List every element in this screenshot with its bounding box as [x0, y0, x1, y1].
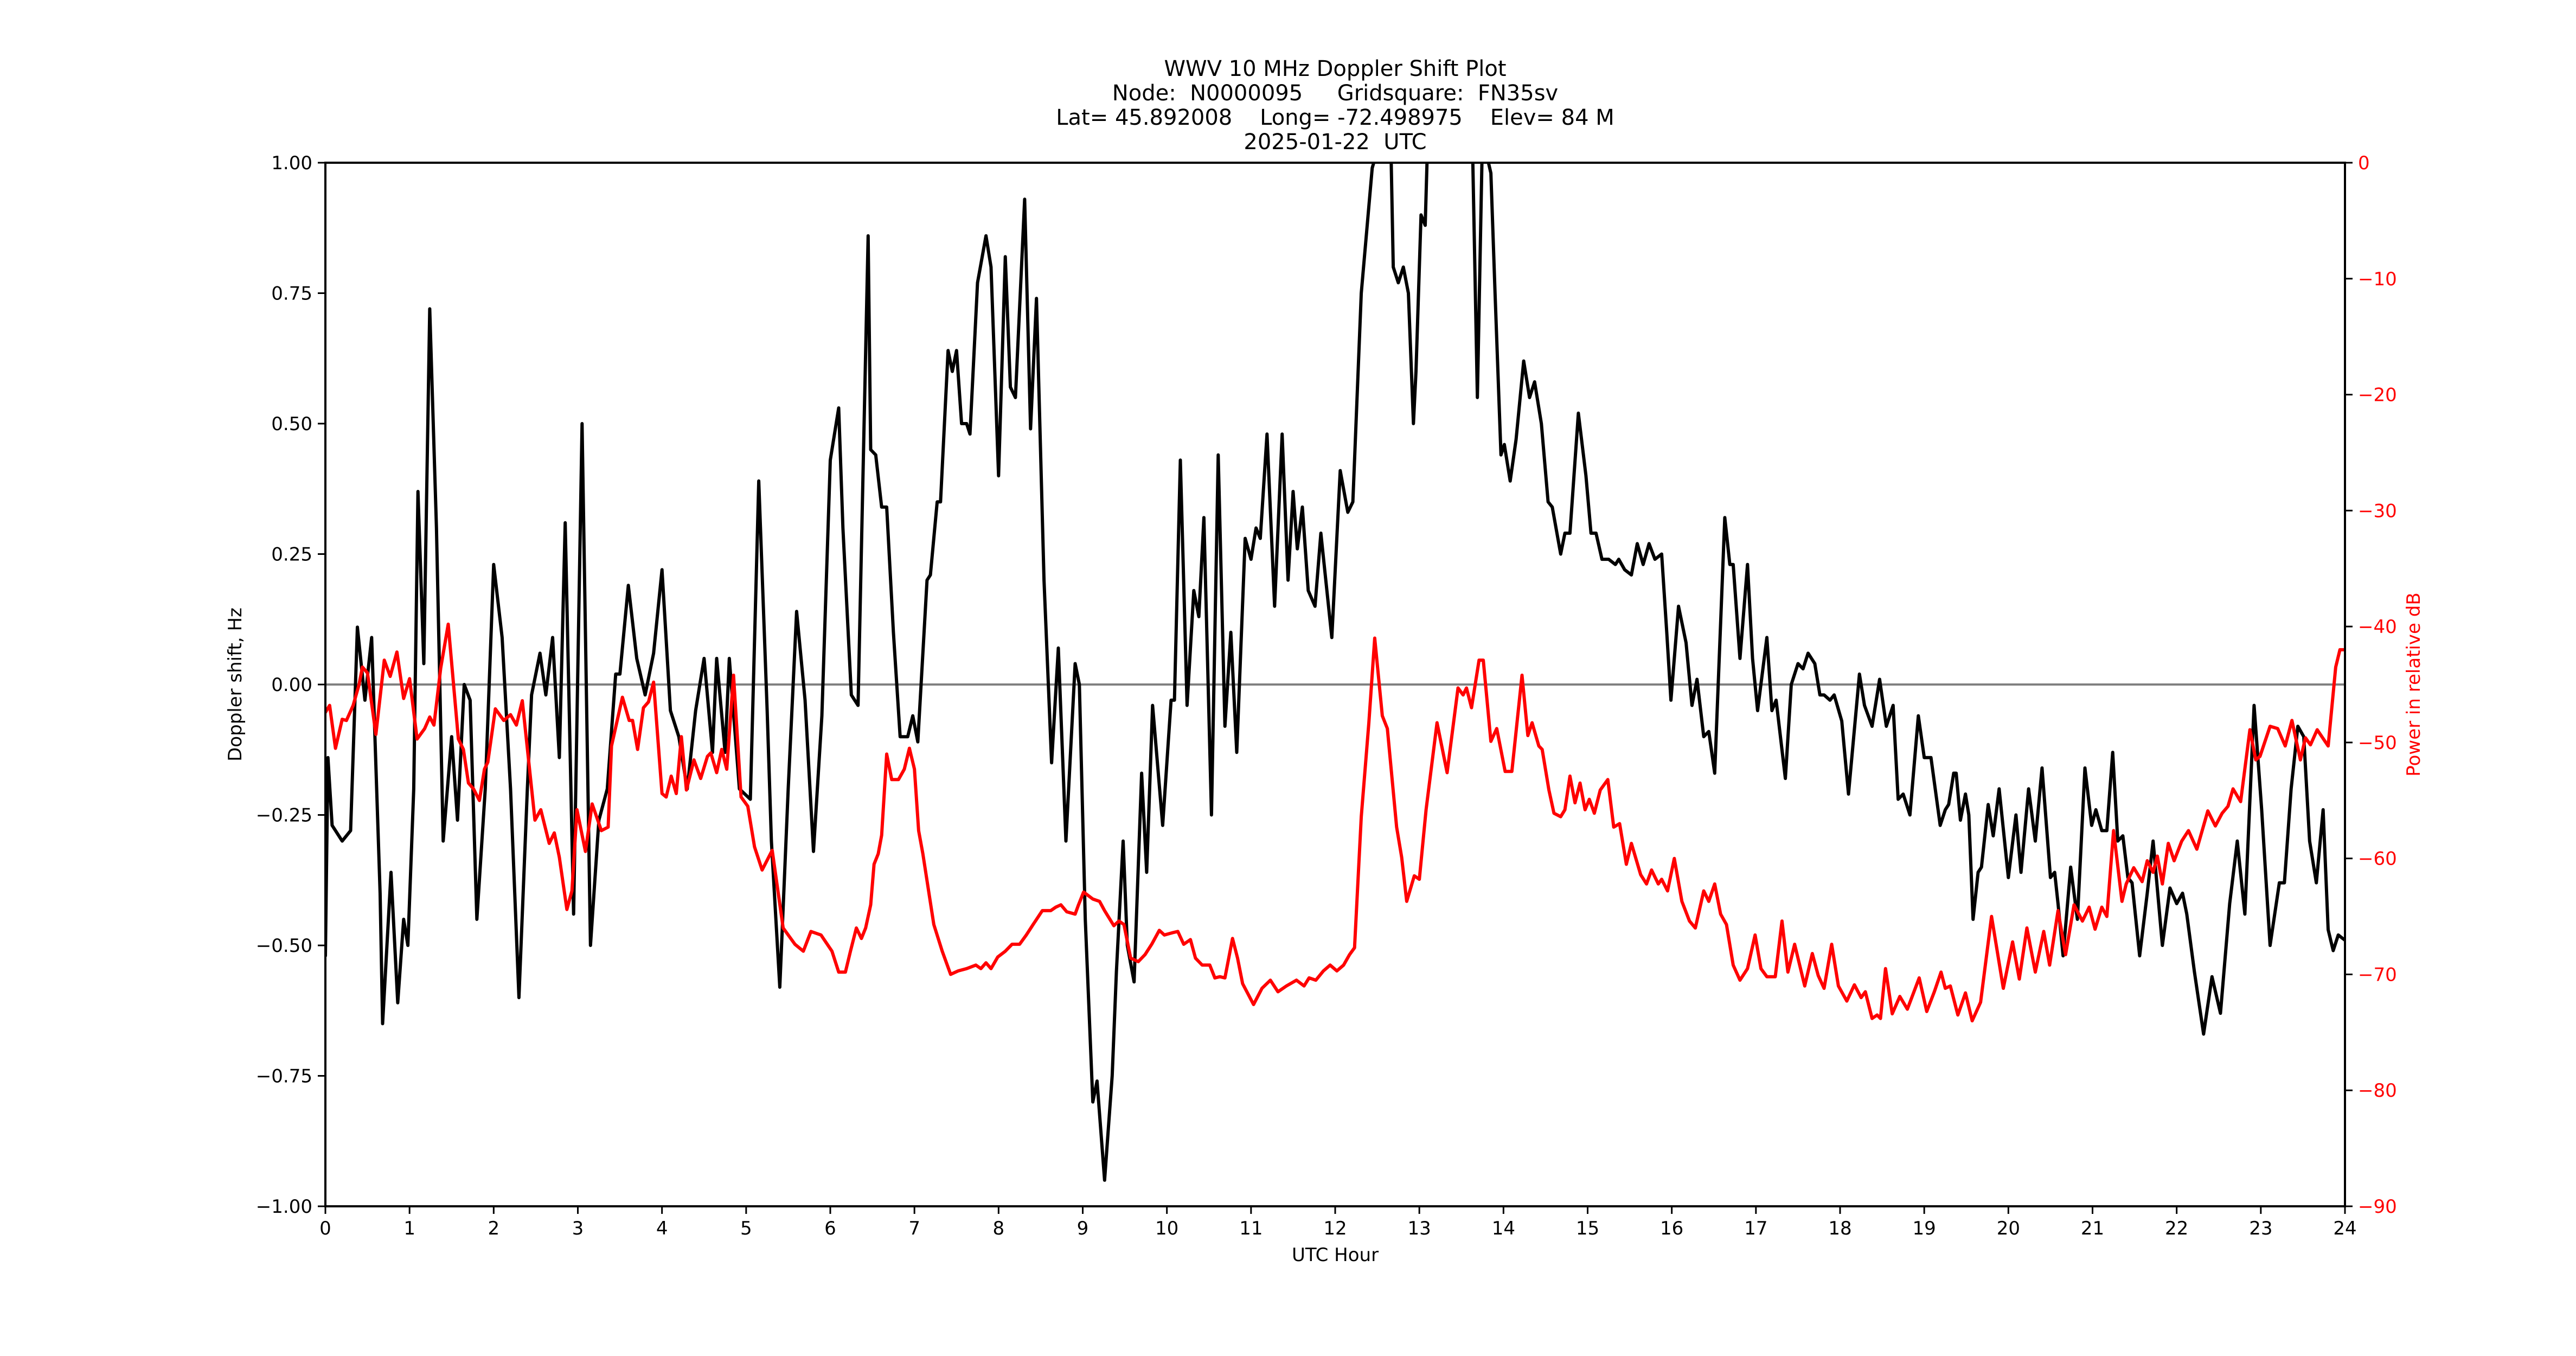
x-tick-label: 23	[2249, 1218, 2272, 1239]
x-tick-label: 5	[740, 1218, 752, 1239]
doppler-series-line	[325, 163, 2345, 1182]
x-tick-label: 4	[656, 1218, 668, 1239]
x-tick-label: 18	[1828, 1218, 1851, 1239]
chart-subtitle-location: Lat= 45.892008 Long= -72.498975 Elev= 84…	[1056, 105, 1614, 130]
y-tick-label: 1.00	[271, 152, 312, 174]
y-tick-label: −0.25	[256, 805, 312, 827]
x-tick-label: 12	[1323, 1218, 1347, 1239]
x-tick-label: 19	[1913, 1218, 1936, 1239]
y-right-tick-label: −40	[2358, 616, 2397, 638]
x-tick-label: 8	[993, 1218, 1005, 1239]
x-tick-label: 0	[319, 1218, 331, 1239]
x-tick-label: 2	[488, 1218, 500, 1239]
x-tick-label: 3	[572, 1218, 584, 1239]
x-tick-label: 16	[1660, 1218, 1683, 1239]
y-right-tick-label: −10	[2358, 268, 2397, 290]
y-tick-label: 0.00	[271, 674, 312, 696]
x-tick-label: 9	[1077, 1218, 1089, 1239]
y-right-tick-label: −90	[2358, 1196, 2397, 1218]
y-right-tick-label: −60	[2358, 848, 2397, 870]
x-tick-label: 7	[908, 1218, 920, 1239]
x-tick-label: 24	[2333, 1218, 2356, 1239]
y-right-tick-label: −80	[2358, 1080, 2397, 1102]
x-tick-label: 11	[1239, 1218, 1263, 1239]
y-right-tick-label: 0	[2358, 152, 2370, 174]
y-tick-label: −0.50	[256, 935, 312, 957]
x-axis-ticks: 0 1 2 3 4 5 6 7 8 9 10 11 12 13 14 15 16 17 18 19 20 21 22 23 24	[319, 1206, 2357, 1239]
y-axis-label-left: Doppler shift, Hz	[225, 607, 246, 762]
x-tick-label: 14	[1492, 1218, 1515, 1239]
chart-subtitle-node: Node: N0000095 Gridsquare: FN35sv	[1112, 81, 1558, 106]
y-right-tick-label: −50	[2358, 732, 2397, 754]
x-tick-label: 17	[1744, 1218, 1767, 1239]
x-tick-label: 20	[1997, 1218, 2020, 1239]
y-right-tick-label: −20	[2358, 385, 2397, 406]
y-tick-label: 0.25	[271, 544, 312, 566]
x-tick-label: 10	[1155, 1218, 1178, 1239]
y-tick-label: −1.00	[256, 1196, 312, 1218]
y-axis-ticks-right: 0 −10 −20 −30 −40 −50 −60 −70 −80 −90	[2345, 152, 2397, 1218]
y-right-tick-label: −70	[2358, 964, 2397, 986]
x-tick-label: 22	[2165, 1218, 2188, 1239]
x-tick-label: 21	[2081, 1218, 2104, 1239]
y-axis-label-right: Power in relative dB	[2403, 592, 2425, 776]
x-tick-label: 6	[824, 1218, 836, 1239]
power-series-line	[325, 622, 2345, 1022]
chart-subtitle-date: 2025-01-22 UTC	[1244, 130, 1426, 155]
x-tick-label: 1	[403, 1218, 415, 1239]
y-axis-ticks-left: 1.00 0.75 0.50 0.25 0.00 −0.25 −0.50 −0.75 −1.00	[256, 152, 325, 1218]
x-tick-label: 15	[1576, 1218, 1599, 1239]
x-tick-label: 13	[1408, 1218, 1431, 1239]
y-tick-label: −0.75	[256, 1066, 312, 1088]
x-axis-label: UTC Hour	[1292, 1244, 1379, 1266]
y-right-tick-label: −30	[2358, 500, 2397, 522]
chart-title: WWV 10 MHz Doppler Shift Plot	[1164, 56, 1506, 81]
y-tick-label: 0.50	[271, 413, 312, 435]
y-tick-label: 0.75	[271, 283, 312, 305]
series-layer	[325, 163, 2345, 1182]
